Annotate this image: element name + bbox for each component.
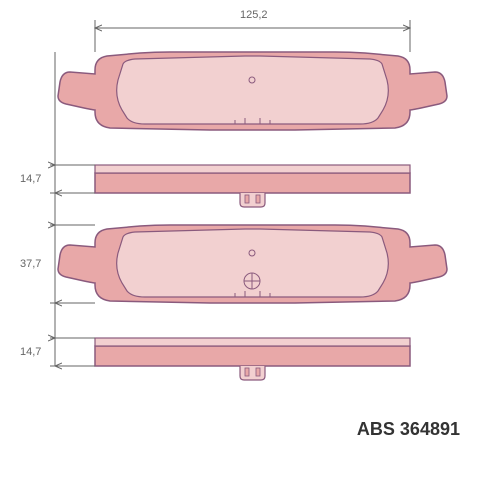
brand-text: ABS <box>357 419 395 439</box>
brake-pad-bottom-face <box>58 225 447 303</box>
dimension-label-height-mid: 37,7 <box>20 258 41 270</box>
dimension-label-height-lower: 14,7 <box>20 346 41 358</box>
dimension-height-upper <box>50 165 95 193</box>
dimension-width-top <box>95 20 410 52</box>
dimension-label-width: 125,2 <box>240 9 268 21</box>
backing-plate-bottom-side <box>95 338 410 380</box>
part-label: ABS 364891 <box>357 419 460 440</box>
brake-pad-top-face <box>58 52 447 130</box>
dimension-height-lower <box>50 338 95 366</box>
dimension-label-height-upper: 14,7 <box>20 173 41 185</box>
backing-plate-top-side <box>95 165 410 207</box>
part-number-text: 364891 <box>400 419 460 439</box>
